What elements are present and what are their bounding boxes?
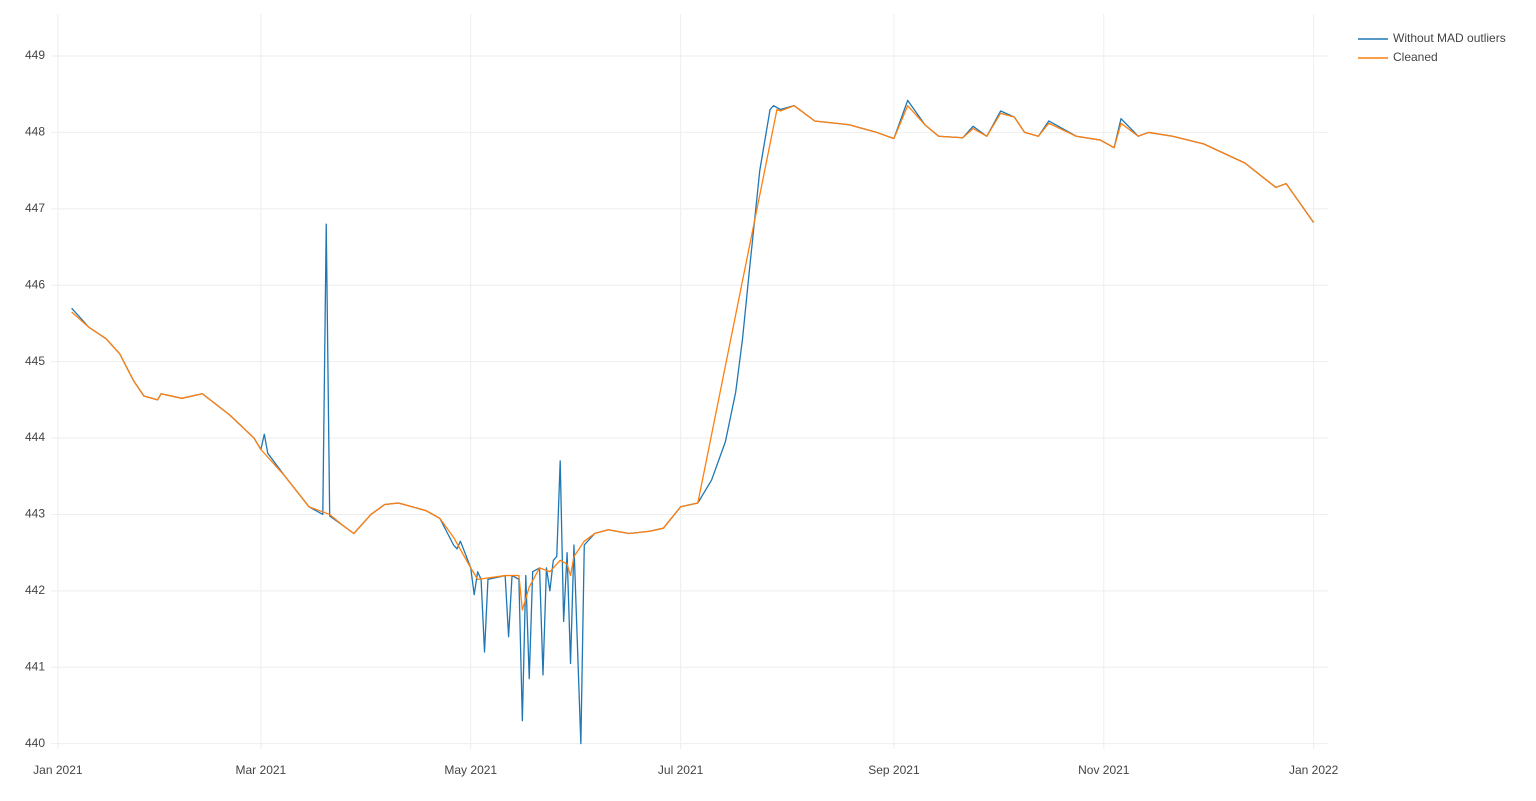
y-tick-label: 444 bbox=[25, 430, 45, 444]
y-tick-label: 440 bbox=[25, 736, 45, 750]
data-line bbox=[71, 105, 1315, 611]
x-tick-label: May 2021 bbox=[444, 763, 497, 777]
data-line bbox=[71, 99, 1315, 745]
x-tick-label: Sep 2021 bbox=[868, 763, 920, 777]
grid bbox=[51, 14, 1328, 749]
y-tick-label: 443 bbox=[25, 507, 45, 521]
y-tick-label: 445 bbox=[25, 354, 45, 368]
legend-label: Without MAD outliers bbox=[1393, 31, 1506, 45]
y-tick-label: 446 bbox=[25, 277, 45, 291]
y-tick-label: 442 bbox=[25, 583, 45, 597]
x-tick-label: Nov 2021 bbox=[1078, 763, 1130, 777]
y-tick-label: 448 bbox=[25, 125, 45, 139]
y-tick-label: 441 bbox=[25, 659, 45, 673]
x-tick-label: Jan 2021 bbox=[33, 763, 83, 777]
x-tick-label: Jan 2022 bbox=[1289, 763, 1339, 777]
y-tick-label: 449 bbox=[25, 48, 45, 62]
y-tick-label: 447 bbox=[25, 201, 45, 215]
legend-label: Cleaned bbox=[1393, 50, 1438, 64]
x-tick-label: Mar 2021 bbox=[236, 763, 287, 777]
x-tick-label: Jul 2021 bbox=[658, 763, 704, 777]
